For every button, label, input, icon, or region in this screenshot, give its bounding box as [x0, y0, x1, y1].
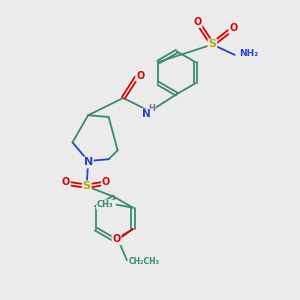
Text: H: H	[148, 104, 155, 113]
Text: O: O	[102, 177, 110, 187]
Text: N: N	[142, 109, 151, 119]
Text: CH₂CH₃: CH₂CH₃	[128, 257, 159, 266]
Text: O: O	[112, 235, 121, 244]
Text: O: O	[194, 17, 202, 27]
Text: CH₃: CH₃	[97, 200, 113, 209]
Text: S: S	[83, 181, 91, 191]
Text: NH₂: NH₂	[239, 49, 258, 58]
Text: O: O	[136, 71, 144, 81]
Text: S: S	[208, 40, 216, 50]
Text: N: N	[83, 158, 93, 167]
Text: O: O	[229, 23, 237, 33]
Text: O: O	[62, 177, 70, 187]
